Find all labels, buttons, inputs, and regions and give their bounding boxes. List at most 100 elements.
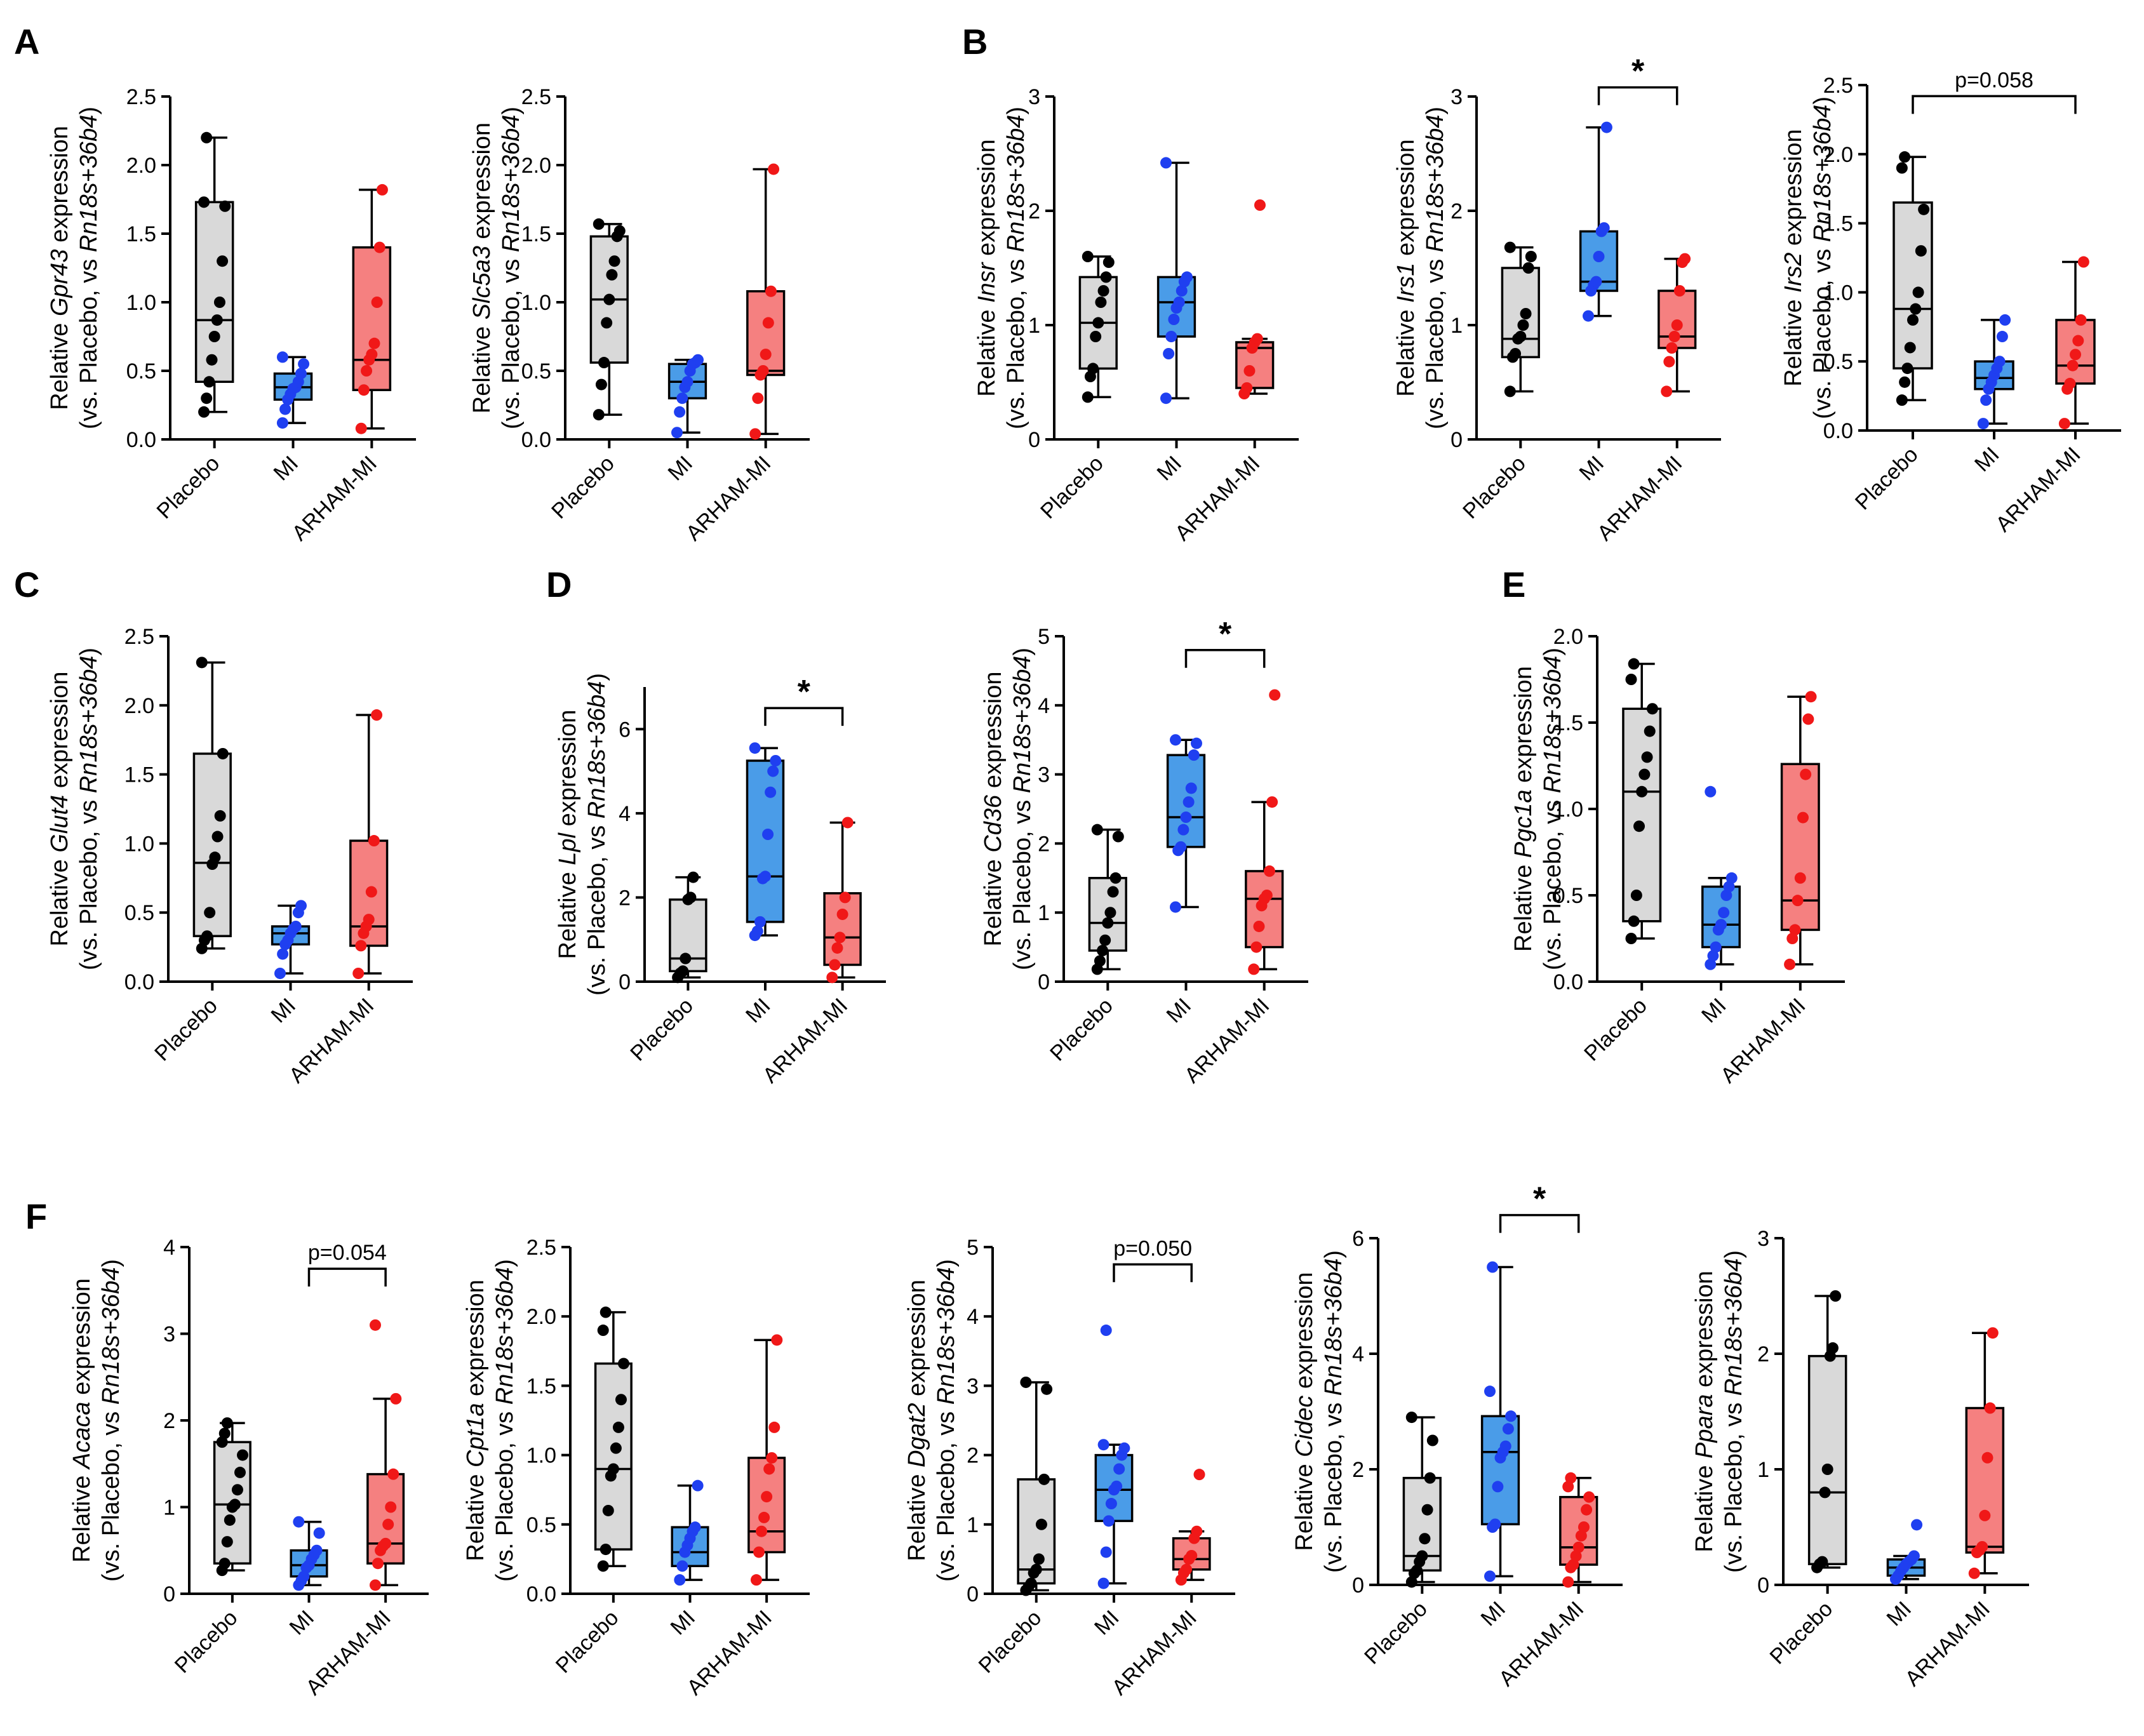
data-point	[2077, 256, 2089, 268]
data-point	[234, 1466, 246, 1478]
y-axis-label-line2: (vs. Placebo, vs Rn18s+36b4)	[98, 1259, 124, 1582]
data-point	[1625, 933, 1637, 944]
data-point	[597, 1560, 609, 1572]
data-point	[1266, 796, 1278, 808]
data-point	[1484, 1385, 1496, 1398]
y-tick-label: 0	[1352, 1573, 1364, 1598]
data-point	[765, 786, 777, 798]
data-point	[1901, 363, 1913, 375]
x-tick-label: MI	[267, 994, 301, 1028]
x-tick-label: ARHAM-MI	[285, 994, 379, 1088]
data-point	[221, 1417, 233, 1429]
x-tick-label: ARHAM-MI	[1716, 994, 1810, 1088]
data-point	[681, 376, 693, 388]
data-point	[211, 314, 223, 326]
data-point	[1630, 890, 1642, 901]
data-point	[1248, 963, 1260, 975]
data-point	[1590, 276, 1602, 288]
data-point	[1715, 919, 1727, 931]
x-tick-label: Placebo	[1036, 451, 1108, 524]
data-point	[1525, 251, 1537, 262]
data-point	[1254, 199, 1266, 211]
data-point	[198, 406, 210, 418]
y-axis-label: Relative Cpt1a expression	[462, 1279, 489, 1561]
x-tick-label: ARHAM-MI	[1170, 451, 1264, 545]
data-point	[372, 1558, 384, 1570]
data-point	[1993, 356, 2006, 368]
data-point	[1911, 1519, 1923, 1531]
x-tick-label: ARHAM-MI	[681, 451, 775, 545]
data-point	[761, 1491, 773, 1503]
data-point	[290, 920, 302, 932]
data-point	[829, 959, 841, 971]
data-point	[1899, 151, 1911, 163]
data-point	[2070, 349, 2081, 361]
data-point	[762, 317, 774, 329]
data-point	[606, 269, 618, 281]
data-point	[1095, 297, 1107, 308]
y-tick-label: 1	[1757, 1458, 1769, 1482]
y-tick-label: 2.5	[526, 1236, 556, 1260]
data-point	[1090, 331, 1102, 342]
data-point	[768, 163, 780, 175]
panel-letter: C	[14, 564, 39, 604]
data-point	[1663, 356, 1675, 368]
data-point	[1912, 286, 1924, 298]
y-axis-label: Relative Acaca expression	[69, 1278, 95, 1563]
data-point	[615, 1394, 627, 1406]
data-point	[603, 293, 615, 305]
data-point	[1784, 958, 1796, 970]
x-tick-label: ARHAM-MI	[1593, 451, 1687, 545]
y-axis-label: Relative Gpr43 expression	[46, 126, 73, 410]
data-point	[1181, 271, 1193, 283]
panel-cd36: 0 1 2 3 4 5 Relative Cd36 expression(vs. Place…	[980, 616, 1308, 1088]
data-point	[363, 914, 375, 926]
data-point	[1904, 342, 1916, 354]
data-point	[1041, 1383, 1053, 1395]
y-tick-label: 4	[163, 1236, 175, 1260]
data-point	[313, 1527, 325, 1539]
data-point	[1251, 333, 1263, 345]
data-point	[1261, 890, 1273, 901]
data-point	[1899, 376, 1911, 388]
panel-glut4: C 0.0 0.5 1.0 1.5 2.0 2.5 Relative Glut4 expres…	[14, 564, 413, 1088]
box-placebo	[1893, 201, 1933, 370]
y-axis-label-line2: (vs. Placebo, vs Rn18s+36b4)	[1320, 1250, 1347, 1573]
x-tick-label: ARHAM-MI	[1901, 1597, 1995, 1691]
box-placebo	[1807, 1354, 1847, 1565]
y-tick-label: 2	[967, 1444, 979, 1468]
y-tick-label: 2.5	[126, 85, 156, 109]
data-point	[1183, 796, 1195, 808]
data-point	[231, 1484, 243, 1496]
data-point	[757, 365, 769, 377]
data-point	[1671, 319, 1683, 331]
data-point	[1915, 245, 1927, 257]
data-point	[1168, 314, 1180, 325]
y-tick-label: 0.5	[526, 1513, 556, 1537]
y-tick-label: 1.0	[521, 291, 551, 315]
data-point	[1578, 1521, 1590, 1533]
data-point	[671, 427, 683, 439]
data-point	[749, 742, 761, 754]
y-axis-label: Relative Irs2 expression	[1780, 129, 1807, 387]
data-point	[1109, 872, 1122, 884]
data-point	[610, 1442, 622, 1454]
data-point	[1705, 785, 1717, 798]
y-axis-label-line2: (vs. Placebo, vs Rn18s+36b4)	[1539, 648, 1566, 970]
data-point	[198, 196, 210, 208]
y-tick-label: 0.5	[521, 359, 551, 384]
data-point	[1180, 811, 1192, 824]
data-point	[1968, 1567, 1980, 1579]
data-point	[1598, 222, 1610, 234]
data-point	[692, 354, 704, 366]
data-point	[293, 1516, 305, 1528]
significance-bracket	[1912, 95, 2077, 114]
data-point	[826, 971, 838, 984]
data-point	[760, 871, 771, 883]
data-point	[1565, 1472, 1577, 1484]
data-point	[692, 1479, 704, 1492]
y-tick-label: 2	[163, 1409, 175, 1433]
data-point	[1504, 241, 1516, 253]
data-point	[1097, 285, 1109, 297]
